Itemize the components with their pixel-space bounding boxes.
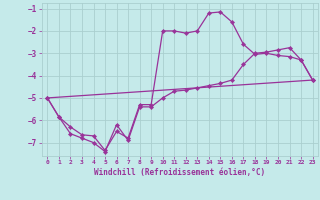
X-axis label: Windchill (Refroidissement éolien,°C): Windchill (Refroidissement éolien,°C) xyxy=(94,168,266,177)
